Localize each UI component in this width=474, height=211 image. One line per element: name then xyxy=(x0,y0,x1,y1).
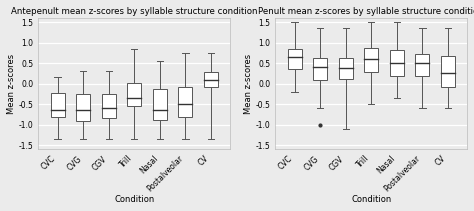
Y-axis label: Mean z-scores: Mean z-scores xyxy=(244,54,253,114)
Bar xyxy=(313,58,327,80)
Bar xyxy=(364,48,378,72)
Bar xyxy=(441,56,455,87)
X-axis label: Condition: Condition xyxy=(114,195,155,204)
Title: Antepenult mean z-scores by syllable structure condition: Antepenult mean z-scores by syllable str… xyxy=(11,7,257,16)
Bar xyxy=(415,54,429,76)
Bar xyxy=(288,49,301,69)
Title: Penult mean z-scores by syllable structure condition: Penult mean z-scores by syllable structu… xyxy=(258,7,474,16)
Y-axis label: Mean z-scores: Mean z-scores xyxy=(7,54,16,114)
Bar xyxy=(127,83,141,106)
Bar xyxy=(390,50,404,76)
Bar xyxy=(153,89,167,120)
Bar xyxy=(339,58,353,79)
Bar xyxy=(204,72,218,87)
Bar xyxy=(51,93,64,117)
Bar xyxy=(178,87,192,117)
Bar xyxy=(102,94,116,118)
Bar xyxy=(76,94,90,121)
X-axis label: Condition: Condition xyxy=(351,195,392,204)
